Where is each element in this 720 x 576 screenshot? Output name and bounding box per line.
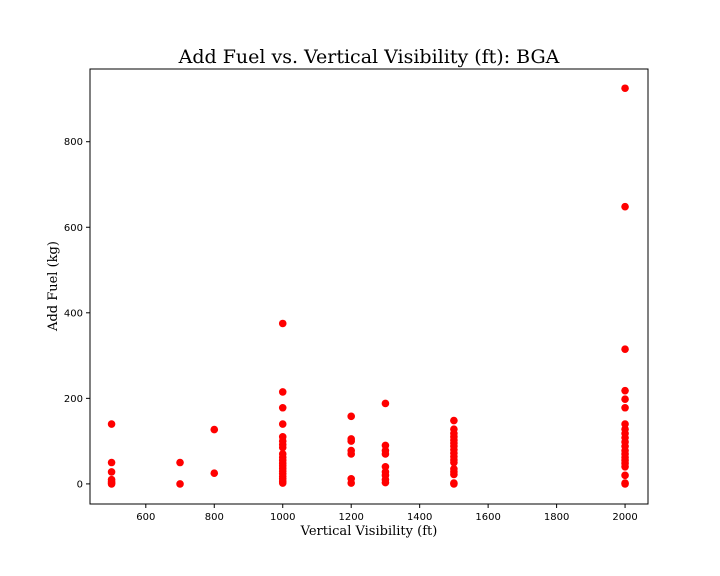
chart-title: Add Fuel vs. Vertical Visibility (ft): B… <box>178 46 560 68</box>
data-point <box>381 450 390 458</box>
y-tick-label: 0 <box>77 479 83 490</box>
y-axis-label: Add Fuel (kg) <box>46 241 61 332</box>
plot-frame <box>89 68 649 505</box>
data-point <box>278 388 287 396</box>
y-tick-label: 600 <box>64 223 83 234</box>
x-tick-label: 800 <box>205 512 224 523</box>
data-point <box>347 412 355 421</box>
data-point <box>278 403 287 412</box>
data-point <box>381 399 390 408</box>
data-point <box>450 470 458 479</box>
data-point <box>107 468 116 476</box>
x-tick-label: 600 <box>136 512 155 523</box>
data-point <box>107 480 116 488</box>
data-point <box>347 479 355 487</box>
x-tick-label: 1600 <box>475 512 500 523</box>
y-tick-label: 200 <box>64 394 83 405</box>
x-tick-label: 2000 <box>612 512 637 523</box>
data-point <box>107 420 116 428</box>
x-axis-label: Vertical Visibility (ft) <box>300 524 438 539</box>
data-point <box>621 345 629 353</box>
data-point <box>450 480 458 488</box>
data-point <box>210 469 219 478</box>
x-tick-label: 1800 <box>544 512 569 523</box>
data-point <box>278 479 287 487</box>
data-points <box>107 84 629 488</box>
y-tick-label: 400 <box>64 308 83 319</box>
data-point <box>176 480 184 488</box>
data-point <box>621 480 629 488</box>
data-point <box>278 443 287 452</box>
data-point <box>176 458 184 467</box>
data-point <box>450 416 458 425</box>
data-point <box>278 319 287 328</box>
data-point <box>621 395 629 404</box>
data-point <box>450 458 458 467</box>
data-point <box>107 458 116 467</box>
data-point <box>621 202 629 211</box>
y-tick-label: 800 <box>64 137 83 148</box>
data-point <box>621 462 629 471</box>
x-tick-label: 1000 <box>270 512 295 523</box>
data-point <box>347 437 355 445</box>
y-axis: 0 200 400 600 800 <box>64 137 90 490</box>
data-point <box>210 425 219 434</box>
data-point <box>278 420 287 428</box>
data-point <box>621 403 629 412</box>
x-axis: 600 800 1000 1200 1400 1600 1800 2000 <box>136 504 638 523</box>
data-point <box>347 450 355 458</box>
data-point <box>621 471 629 480</box>
x-tick-label: 1400 <box>407 512 432 523</box>
x-tick-label: 1200 <box>338 512 363 523</box>
data-point <box>381 478 390 487</box>
data-point <box>621 386 629 395</box>
data-point <box>621 84 629 93</box>
